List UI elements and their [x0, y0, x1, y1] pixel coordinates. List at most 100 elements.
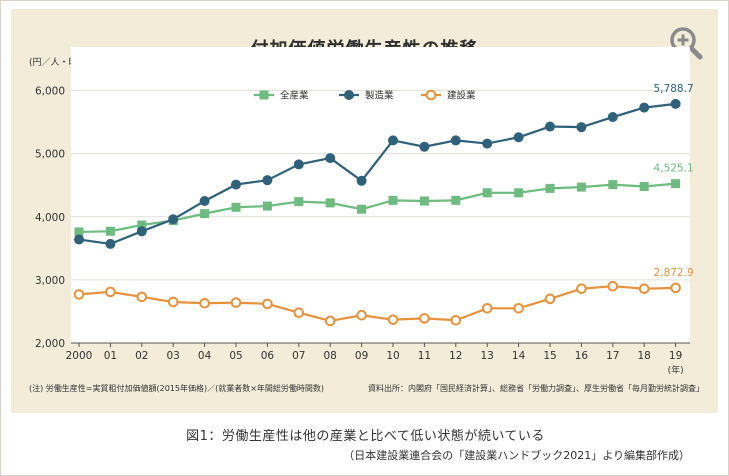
x-tick-label: 16 [575, 350, 589, 362]
x-tick-label: 02 [135, 350, 148, 362]
data-point [576, 122, 587, 133]
x-tick-label: 01 [104, 350, 117, 362]
x-tick-label: 19 [669, 350, 682, 362]
data-point [199, 196, 210, 206]
data-point [388, 195, 398, 205]
x-tick-label: 05 [229, 350, 242, 362]
data-point [513, 132, 524, 143]
data-point [670, 98, 681, 109]
x-tick-label: 12 [449, 350, 462, 362]
line-chart: 2,000 3,000 4,000 5,000 6,000 2000 01 02 03 04 05 0… [35, 47, 694, 376]
data-point [356, 309, 367, 321]
data-point [482, 188, 492, 198]
x-tick-label: 13 [481, 350, 494, 362]
data-point [514, 188, 524, 198]
data-point [74, 234, 84, 245]
data-point [608, 180, 618, 190]
data-point [199, 297, 210, 309]
figure-caption-source: （日本建設業連合会の「建設業ハンドブック2021」より編集部作成） [343, 449, 690, 462]
figure-caption: 図1：労働生産性は他の産業と比べて低い状態が続いている [186, 429, 545, 444]
data-point [357, 204, 367, 214]
data-point [136, 291, 148, 303]
data-point [168, 214, 179, 225]
legend-label: 製造業 [365, 90, 394, 102]
data-point [607, 112, 618, 123]
data-point [200, 209, 210, 219]
data-point [105, 226, 115, 236]
x-tick-label: 15 [543, 350, 556, 362]
data-point [293, 159, 304, 170]
data-point [450, 314, 462, 326]
data-point [513, 302, 524, 314]
data-point [482, 138, 493, 149]
data-point [544, 293, 556, 305]
data-point [419, 141, 430, 152]
data-point [230, 297, 242, 308]
data-point [576, 182, 586, 192]
data-point [325, 198, 335, 208]
data-point [419, 196, 429, 206]
series-line [78, 102, 676, 246]
series-line [78, 182, 676, 234]
data-point [419, 313, 430, 324]
data-point [638, 283, 650, 295]
y-tick-label: 6,000 [35, 86, 65, 98]
legend-marker [344, 90, 354, 100]
data-point [73, 289, 85, 300]
x-tick-label: 2000 [66, 350, 93, 362]
data-point [639, 102, 650, 113]
data-point [545, 121, 555, 132]
data-point [293, 307, 305, 319]
data-point [481, 302, 493, 314]
data-point [387, 314, 399, 325]
data-point [671, 179, 681, 189]
formula-note: (注) 労働生産性=実質粗付加価値額(2015年価格)／(就業者数×年間総労働時… [29, 384, 325, 393]
legend-label: 全産業 [280, 90, 309, 102]
data-point [576, 283, 587, 295]
data-point [607, 280, 619, 292]
y-tick-label: 4,000 [35, 212, 65, 224]
legend-marker [425, 89, 437, 101]
legend-marker [259, 90, 269, 100]
y-tick-label: 2,000 [35, 338, 65, 350]
y-axis-unit-label: (円／人・時間) [29, 58, 91, 68]
source-note: 資料出所：内閣府「国民経済計算」、総務省「労働力調査」、厚生労働省「毎月勤労統計… [368, 384, 704, 393]
data-point [231, 202, 241, 212]
data-point [545, 183, 555, 193]
data-point [136, 226, 147, 237]
plot-area [71, 47, 690, 343]
data-point [262, 175, 273, 186]
data-point [450, 135, 461, 146]
data-point [262, 201, 272, 211]
data-point [356, 175, 367, 186]
x-tick-label: 17 [606, 350, 619, 362]
data-point [137, 220, 147, 230]
x-tick-label: 10 [386, 350, 399, 362]
data-label: 4,525.1 [654, 163, 694, 175]
y-tick-label: 3,000 [35, 275, 65, 287]
data-point [167, 296, 179, 308]
data-point [262, 298, 273, 310]
data-point [451, 195, 461, 205]
data-point [388, 135, 398, 146]
data-point [105, 286, 116, 298]
x-tick-label: 09 [355, 350, 368, 362]
data-point [639, 181, 649, 191]
data-point [74, 227, 84, 237]
data-label: 2,872.9 [654, 267, 694, 279]
x-tick-label: 03 [167, 350, 180, 362]
legend-label: 建設業 [447, 90, 476, 102]
data-point [105, 238, 116, 249]
y-tick-label: 5,000 [35, 149, 65, 161]
data-point [294, 197, 304, 207]
x-tick-label: 11 [418, 350, 431, 362]
x-tick-label: 04 [198, 350, 212, 362]
x-axis-label: (年) [668, 364, 684, 376]
x-tick-label: 18 [638, 350, 651, 362]
x-tick-label: 07 [292, 350, 305, 362]
x-tick-label: 08 [324, 350, 337, 362]
x-tick-label: 14 [512, 350, 526, 362]
x-tick-label: 06 [261, 350, 275, 362]
data-label: 5,788.7 [654, 83, 694, 95]
